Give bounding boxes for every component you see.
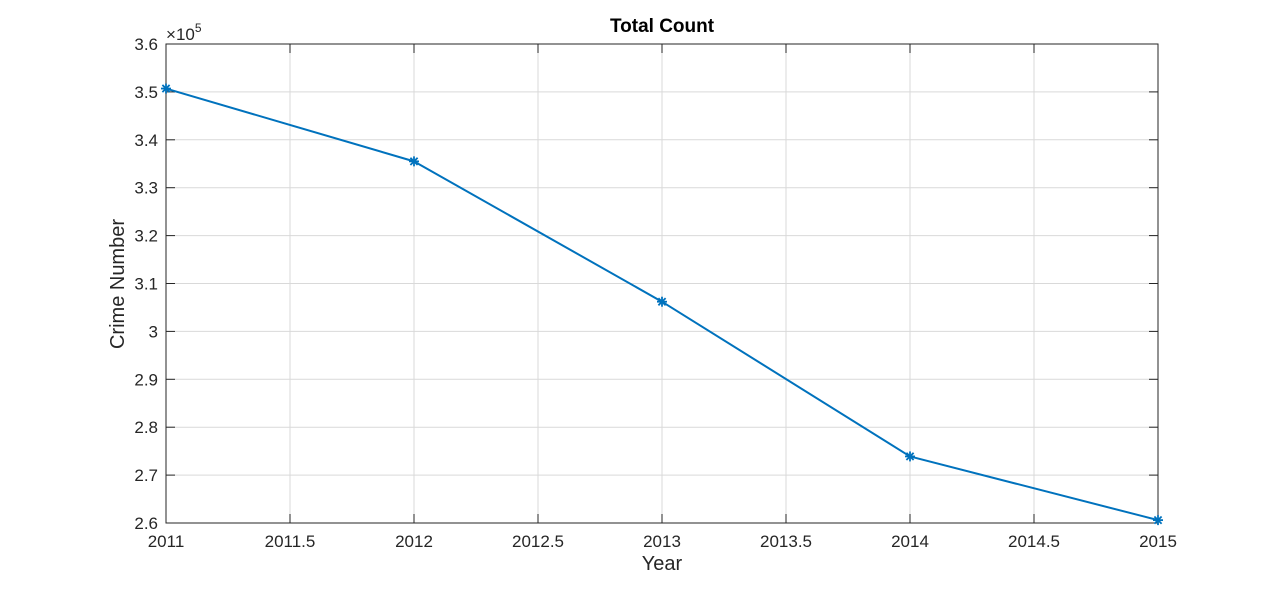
y-tick-label: 3.4 bbox=[134, 131, 158, 150]
x-tick-labels: 2011 2011.5 2012 2012.5 2013 2013.5 2014 2014.5… bbox=[148, 532, 1177, 551]
data-point-marker bbox=[409, 156, 419, 167]
x-tick-label: 2012.5 bbox=[512, 532, 564, 551]
x-tick-label: 2011 bbox=[148, 532, 185, 551]
y-exponent-label: ×105 bbox=[166, 21, 202, 44]
y-tick-label: 3.1 bbox=[134, 275, 158, 294]
series-layer bbox=[161, 83, 1163, 526]
x-axis-label: Year bbox=[642, 553, 683, 575]
x-tick-label: 2015 bbox=[1139, 532, 1177, 551]
x-tick-label: 2013 bbox=[643, 532, 681, 551]
y-tick-label: 2.6 bbox=[134, 514, 158, 533]
data-point-marker bbox=[657, 296, 667, 307]
x-tick-label: 2013.5 bbox=[760, 532, 812, 551]
y-tick-label: 2.7 bbox=[134, 466, 158, 485]
exponent-base: 10 bbox=[176, 25, 195, 44]
x-tick-label: 2012 bbox=[395, 532, 433, 551]
y-tick-label: 3.3 bbox=[134, 179, 158, 198]
y-axis-label: Crime Number bbox=[107, 219, 129, 349]
y-tick-label: 2.9 bbox=[134, 370, 158, 389]
data-point-marker bbox=[161, 83, 171, 94]
times-symbol: × bbox=[166, 25, 176, 44]
y-tick-label: 2.8 bbox=[134, 418, 158, 437]
exponent-power: 5 bbox=[195, 21, 202, 35]
y-tick-label: 3 bbox=[149, 322, 158, 341]
x-tick-label: 2014.5 bbox=[1008, 532, 1060, 551]
y-tick-label: 3.6 bbox=[134, 35, 158, 54]
y-tick-labels: 2.6 2.7 2.8 2.9 3 3.1 3.2 3.3 3.4 3.5 3.6 bbox=[134, 35, 158, 533]
x-tick-label: 2011.5 bbox=[265, 532, 316, 551]
y-tick-label: 3.2 bbox=[134, 227, 158, 246]
grid-lines bbox=[165, 43, 1159, 524]
data-point-marker bbox=[905, 451, 915, 462]
y-tick-label: 3.5 bbox=[134, 83, 158, 102]
data-point-marker bbox=[1153, 515, 1163, 526]
chart-title: Total Count bbox=[610, 16, 715, 37]
svg-text:×105: ×105 bbox=[166, 21, 202, 44]
x-tick-label: 2014 bbox=[891, 532, 929, 551]
